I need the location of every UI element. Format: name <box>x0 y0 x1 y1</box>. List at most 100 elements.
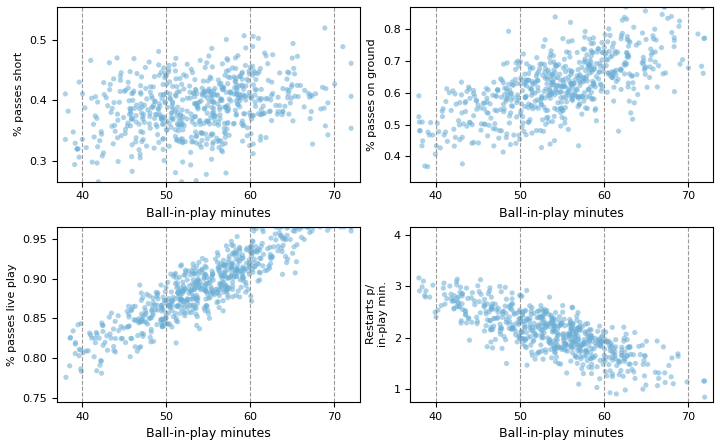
Point <box>547 327 559 334</box>
Point <box>192 103 204 110</box>
Point <box>444 89 455 96</box>
Point <box>70 339 81 346</box>
Point <box>493 135 505 142</box>
Point <box>259 110 271 117</box>
Point <box>220 103 232 110</box>
Point <box>200 271 212 278</box>
Point <box>244 248 256 255</box>
Point <box>449 297 460 304</box>
Point <box>187 306 199 313</box>
Point <box>235 284 247 291</box>
Point <box>244 271 256 278</box>
Point <box>143 300 154 307</box>
Point <box>521 344 532 351</box>
Point <box>148 101 159 109</box>
Point <box>602 338 613 345</box>
Point <box>230 78 241 85</box>
Point <box>532 321 544 329</box>
Point <box>425 119 436 126</box>
Point <box>60 374 72 381</box>
Point <box>99 91 110 98</box>
Point <box>89 339 101 346</box>
Point <box>696 63 707 70</box>
Point <box>143 315 155 322</box>
Point <box>600 368 611 375</box>
Point <box>564 19 576 26</box>
Point <box>600 339 612 346</box>
Point <box>553 360 564 367</box>
Point <box>148 310 159 317</box>
Point <box>117 325 129 332</box>
Point <box>218 84 230 91</box>
Point <box>556 320 567 327</box>
Point <box>179 286 191 293</box>
Point <box>184 296 195 303</box>
Point <box>186 290 197 297</box>
Point <box>604 354 616 361</box>
Point <box>591 363 603 370</box>
Point <box>549 323 560 330</box>
Point <box>557 107 569 114</box>
Point <box>126 141 138 148</box>
Point <box>244 259 256 266</box>
Point <box>151 111 163 118</box>
Point <box>418 278 429 285</box>
Point <box>519 79 531 86</box>
Point <box>504 86 516 93</box>
Point <box>203 295 215 302</box>
Point <box>91 331 103 338</box>
Point <box>233 91 245 98</box>
Point <box>216 147 228 154</box>
Point <box>441 85 452 93</box>
Point <box>237 252 248 259</box>
Point <box>521 317 532 325</box>
Point <box>618 324 629 331</box>
Point <box>122 324 133 331</box>
Point <box>581 348 593 355</box>
Point <box>161 284 172 291</box>
Point <box>114 99 125 106</box>
Point <box>190 101 202 108</box>
Point <box>158 294 169 301</box>
Point <box>267 90 279 97</box>
Point <box>526 308 537 315</box>
Point <box>192 313 203 320</box>
Point <box>552 330 564 337</box>
Point <box>479 296 490 303</box>
Point <box>623 80 634 87</box>
Point <box>486 303 498 310</box>
Point <box>536 94 547 101</box>
Point <box>161 314 172 321</box>
Point <box>210 286 221 293</box>
Point <box>209 91 220 98</box>
Point <box>492 315 503 322</box>
Point <box>223 256 235 263</box>
Point <box>185 288 197 295</box>
Point <box>230 97 242 105</box>
Point <box>126 335 138 342</box>
Point <box>608 84 620 91</box>
Point <box>698 378 709 385</box>
Point <box>230 246 242 253</box>
Point <box>172 104 184 111</box>
Point <box>199 64 211 71</box>
Point <box>618 373 629 380</box>
Point <box>92 143 104 150</box>
Point <box>140 310 152 317</box>
Point <box>145 314 157 321</box>
Point <box>170 75 181 82</box>
Point <box>161 89 173 96</box>
Point <box>621 49 633 56</box>
Point <box>559 346 570 353</box>
Point <box>491 306 503 313</box>
Point <box>211 135 222 142</box>
Point <box>161 300 172 308</box>
Point <box>130 134 142 141</box>
Point <box>161 310 172 317</box>
Point <box>529 333 541 340</box>
Point <box>322 99 333 106</box>
Point <box>215 280 227 287</box>
Point <box>577 370 589 377</box>
Point <box>526 85 537 92</box>
Point <box>579 339 590 346</box>
